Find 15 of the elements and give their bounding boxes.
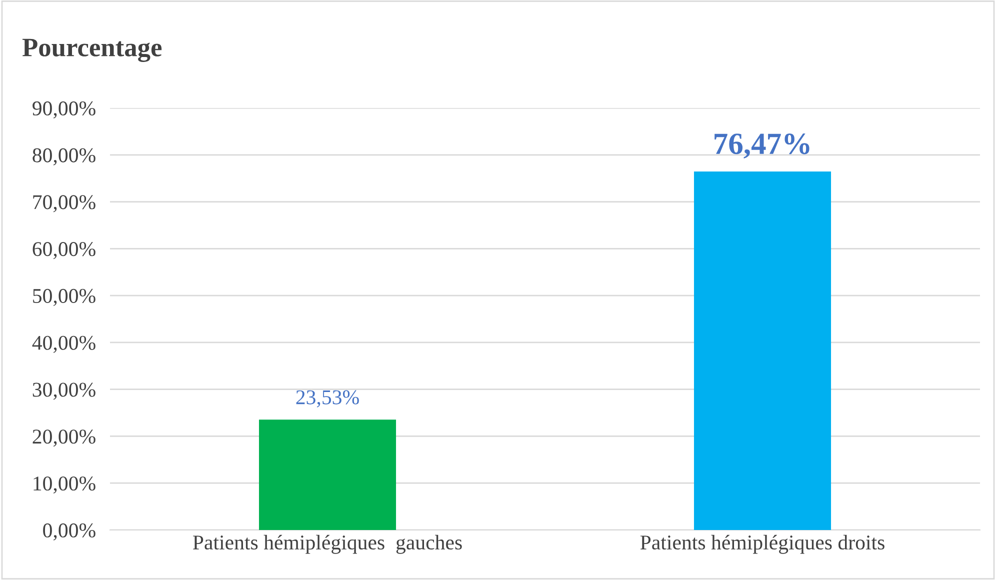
y-tick-label: 10,00% xyxy=(34,476,96,494)
y-tick-label: 0,00% xyxy=(43,523,96,540)
y-tick-label: 80,00% xyxy=(32,148,96,166)
y-tick-label: 90,00% xyxy=(32,101,96,118)
x-tick-label: Patients hémiplégiques gauches xyxy=(193,534,462,554)
y-tick-label: 40,00% xyxy=(32,336,96,353)
data-label: 23,53% xyxy=(296,390,359,408)
x-tick-label: Patients hémiplégiques droits xyxy=(640,534,884,554)
y-tick-label: 60,00% xyxy=(32,242,96,260)
chart-title: Pourcentage xyxy=(22,38,162,62)
y-tick-label: 30,00% xyxy=(32,382,96,400)
data-label: 76,47% xyxy=(714,134,810,159)
y-tick-label: 20,00% xyxy=(32,430,96,447)
y-tick-label: 50,00% xyxy=(33,288,96,306)
y-tick-label: 70,00% xyxy=(33,195,96,212)
